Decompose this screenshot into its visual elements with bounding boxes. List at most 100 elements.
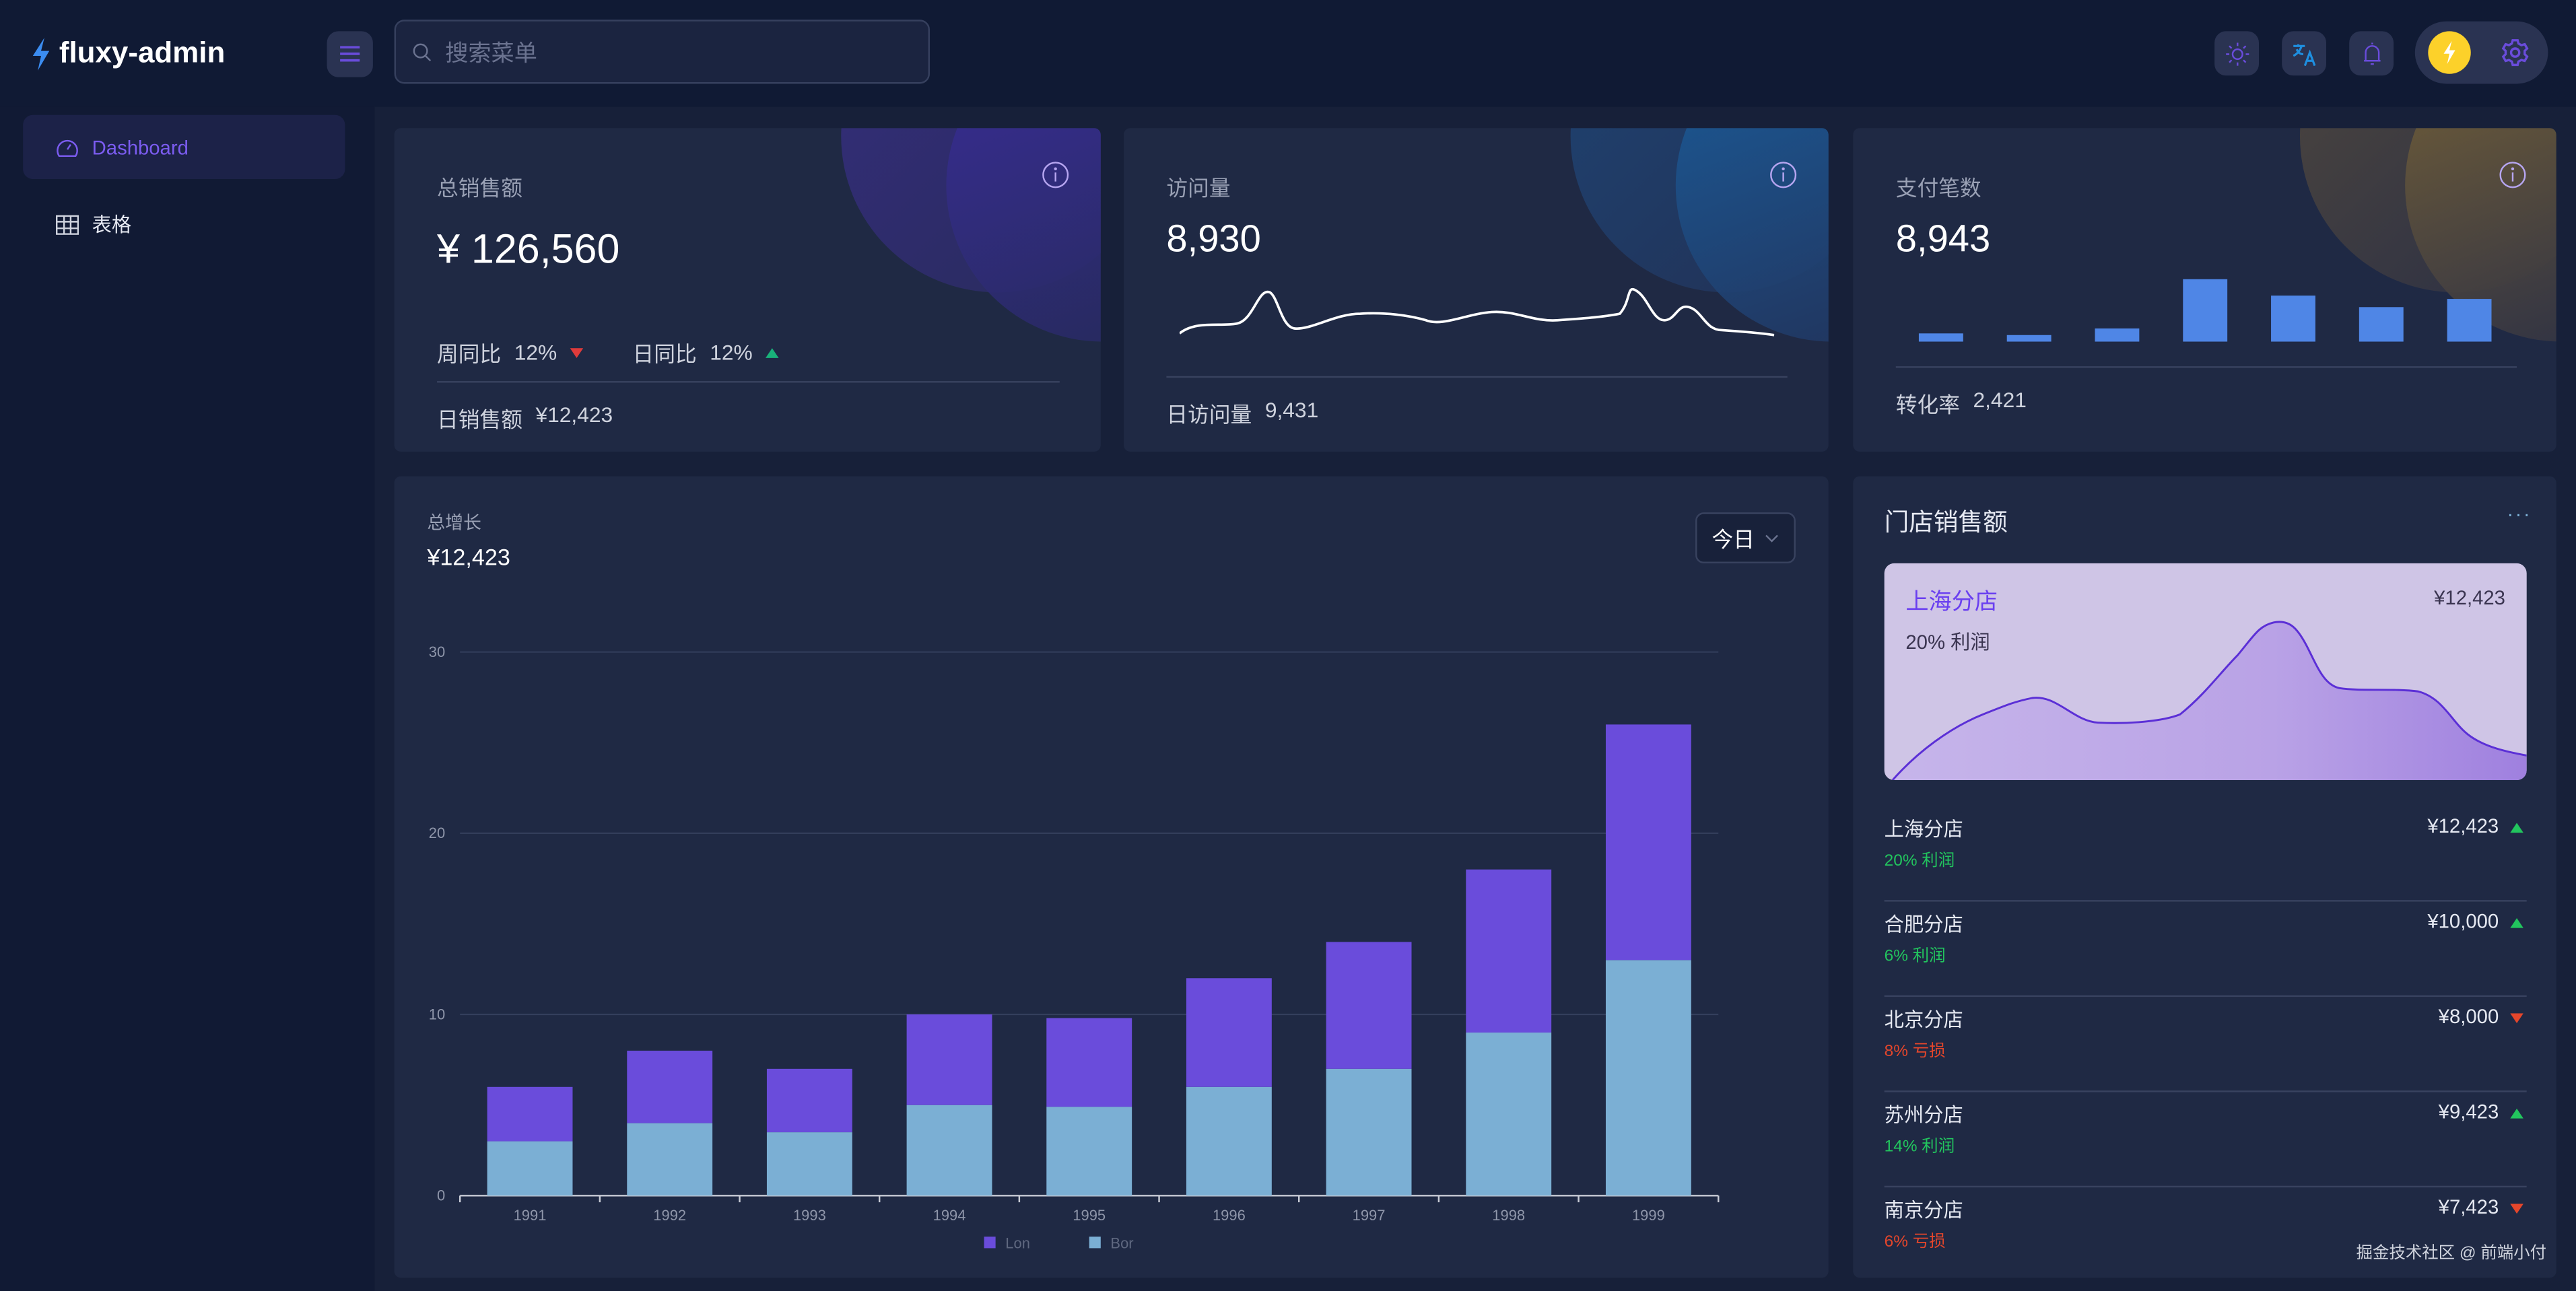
sidebar-item-dashboard[interactable]: Dashboard (23, 114, 345, 179)
bar-bor[interactable] (1326, 1068, 1412, 1196)
bar-bor[interactable] (906, 1105, 992, 1196)
bar-lon[interactable] (487, 1086, 573, 1142)
trend-down-icon (2510, 1013, 2523, 1024)
chart-card-title: 总增长 (427, 514, 481, 534)
bar-lon[interactable] (1046, 1018, 1132, 1107)
y-tick-label: 0 (437, 1187, 445, 1204)
dashboard-icon (57, 139, 78, 156)
logo[interactable]: fluxy-admin (30, 36, 225, 71)
sidebar-item-label: Dashboard (92, 135, 189, 159)
trend-up-icon (766, 347, 779, 357)
bar-lon[interactable] (766, 1068, 852, 1133)
gear-icon (2501, 39, 2529, 67)
avatar[interactable] (2428, 31, 2471, 74)
bar-lon[interactable] (1466, 869, 1552, 1033)
mini-bar (2359, 307, 2404, 342)
language-button[interactable] (2282, 31, 2327, 76)
day-label: 日同比 (632, 341, 697, 367)
footer-value: 9,431 (1264, 397, 1319, 423)
more-icon[interactable]: ··· (2507, 502, 2532, 526)
chevron-down-icon (1765, 534, 1778, 542)
x-tick-label: 1997 (1353, 1207, 1386, 1224)
legend-swatch[interactable] (984, 1236, 996, 1249)
mini-bar (2183, 279, 2228, 342)
store-name: 苏州分店 (1884, 1103, 1963, 1127)
bar-bor[interactable] (627, 1123, 713, 1196)
card-title: 总销售额 (437, 176, 522, 201)
card-footer: 转化率 2,421 (1896, 388, 2027, 419)
card-value: 8,943 (1895, 217, 1991, 260)
mini-bar (1918, 333, 1963, 342)
x-tick-label: 1994 (933, 1207, 966, 1224)
info-icon[interactable] (1042, 161, 1069, 188)
sun-icon (2225, 42, 2249, 65)
store-row[interactable]: 南京分店 6% 亏损 ¥7,423 (1885, 1186, 2527, 1278)
menu-toggle-button[interactable] (327, 31, 373, 77)
store-note: 6% 亏损 (1884, 1233, 1946, 1252)
store-note: 8% 亏损 (1884, 1043, 1946, 1061)
mini-bar (2447, 299, 2492, 342)
search-placeholder: 搜索菜单 (445, 38, 537, 65)
legend-label[interactable]: Bor (1110, 1234, 1133, 1251)
store-value: ¥9,423 (2438, 1100, 2499, 1123)
bar-bor[interactable] (1466, 1033, 1552, 1196)
search-input[interactable]: 搜索菜单 (394, 20, 930, 84)
x-tick-label: 1995 (1073, 1207, 1106, 1224)
lightning-avatar-icon (2443, 41, 2455, 65)
bar-bor[interactable] (1186, 1086, 1272, 1196)
notification-button[interactable] (2349, 31, 2394, 76)
app-name: fluxy-admin (59, 36, 226, 69)
highlight-store-profit: 20% 利润 (1905, 630, 1990, 654)
stacked-bar-chart: 0 10 20 30 1991 1992 1993 1994 1995 1996 1997 1998 1… (429, 643, 1720, 1251)
store-name: 北京分店 (1884, 1008, 1963, 1032)
theme-button[interactable] (2214, 31, 2259, 76)
footer-value: 2,421 (1973, 387, 2027, 413)
x-tick-label: 1998 (1492, 1207, 1525, 1224)
chart-card-value: ¥12,423 (427, 543, 510, 570)
highlight-store-panel[interactable]: 上海分店 ¥12,423 20% 利润 (1884, 563, 2527, 780)
header: fluxy-admin 搜索菜单 (0, 0, 2576, 107)
growth-chart-card: 总增长 ¥12,423 今日 0 10 20 30 1991 1992 1993 1994 19… (394, 476, 1829, 1278)
settings-button[interactable] (2501, 38, 2530, 75)
sidebar-item-table[interactable]: 表格 (23, 192, 345, 256)
y-tick-label: 30 (429, 643, 445, 660)
comparison-row: 周同比 12% 日同比 12% (437, 337, 779, 368)
legend-swatch[interactable] (1089, 1236, 1101, 1249)
bar-bor[interactable] (1605, 960, 1691, 1196)
total-sales-card: 总销售额 ¥ 126,560 周同比 12% 日同比 12% 日销售额 ¥12,… (394, 128, 1101, 452)
store-sales-card: 门店销售额 ··· 上海分店 ¥12,423 20% 利润 上海分店 20% 利… (1853, 476, 2556, 1278)
bar-lon[interactable] (1326, 942, 1412, 1069)
payments-bar-chart (1918, 279, 2492, 342)
card-title: 支付笔数 (1895, 176, 1981, 201)
bar-bor[interactable] (487, 1141, 573, 1196)
bar-lon[interactable] (906, 1014, 992, 1105)
divider (437, 381, 1060, 383)
menu-icon (340, 46, 360, 62)
store-value: ¥7,423 (2438, 1195, 2499, 1219)
table-icon (55, 214, 79, 234)
divider (1166, 376, 1788, 378)
x-tick-label: 1991 (514, 1207, 547, 1224)
store-row[interactable]: 苏州分店 14% 利润 ¥9,423 (1884, 1090, 2527, 1188)
store-row[interactable]: 合肥分店 6% 利润 ¥10,000 (1884, 900, 2527, 998)
info-icon[interactable] (2499, 161, 2526, 188)
store-row[interactable]: 上海分店 20% 利润 ¥12,423 (1884, 805, 2527, 902)
bar-lon[interactable] (627, 1050, 713, 1123)
period-select[interactable]: 今日 (1695, 512, 1796, 563)
user-pill (2414, 21, 2548, 84)
bar-lon[interactable] (1186, 978, 1272, 1087)
store-area-chart (1891, 621, 2527, 780)
bar-bor[interactable] (1046, 1107, 1132, 1196)
watermark: 掘金技术社区 @ 前端小付 (2356, 1245, 2546, 1263)
store-name: 南京分店 (1884, 1199, 1963, 1222)
x-tick-label: 1999 (1632, 1207, 1665, 1224)
store-note: 14% 利润 (1884, 1138, 1955, 1156)
store-note: 20% 利润 (1884, 852, 1955, 871)
week-value: 12% (514, 340, 557, 365)
bar-bor[interactable] (766, 1132, 852, 1196)
bar-lon[interactable] (1605, 724, 1691, 961)
store-row[interactable]: 北京分店 8% 亏损 ¥8,000 (1884, 996, 2527, 1092)
legend-label[interactable]: Lon (1005, 1234, 1030, 1251)
info-icon[interactable] (1769, 161, 1797, 188)
